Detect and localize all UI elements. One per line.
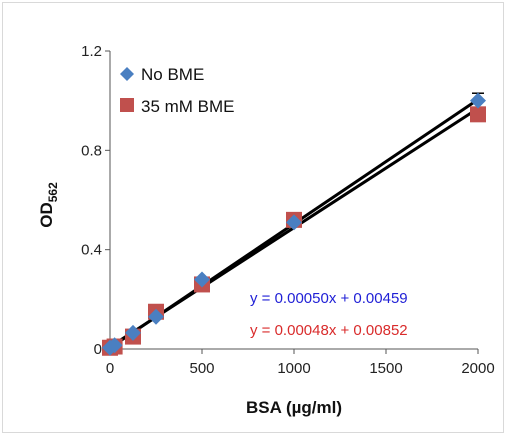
data-point-diamond xyxy=(148,308,164,325)
legend-label-no-bme: No BME xyxy=(141,65,204,84)
data-point-diamond xyxy=(470,92,486,109)
svg-text:OD562: OD562 xyxy=(37,182,60,228)
data-point-diamond xyxy=(125,324,141,341)
data-point-square xyxy=(470,106,486,123)
y-tick-label: 0 xyxy=(94,341,102,358)
x-tick-label: 1500 xyxy=(369,360,402,377)
y-tick-label: 0.8 xyxy=(81,142,102,159)
fit-equation-35mm-bme: y = 0.00048x + 0.00852 xyxy=(250,322,408,339)
x-tick-label: 1000 xyxy=(277,360,310,377)
y-tick-label: 1.2 xyxy=(81,43,102,60)
fit-equation-no-bme: y = 0.00050x + 0.00459 xyxy=(250,290,408,307)
data-point-diamond xyxy=(194,271,210,288)
y-axis-title: OD562 xyxy=(37,182,60,228)
x-axis-title: BSA (µg/ml) xyxy=(246,398,342,417)
y-axis-title-main: OD xyxy=(37,202,56,228)
data-point-diamond xyxy=(286,214,302,231)
x-tick-label: 0 xyxy=(106,360,114,377)
legend-label-35mm-bme: 35 mM BME xyxy=(141,97,235,116)
y-tick-label: 0.4 xyxy=(81,242,102,259)
x-tick-label: 2000 xyxy=(461,360,494,377)
legend-marker-no-bme xyxy=(120,67,134,81)
data-points xyxy=(102,92,486,356)
legend-marker-35mm-bme xyxy=(120,98,134,112)
y-axis-title-sub: 562 xyxy=(46,182,60,202)
x-tick-label: 500 xyxy=(189,360,214,377)
chart-frame xyxy=(2,2,504,433)
legend: No BME 35 mM BME xyxy=(120,65,235,116)
axes: 0 0.4 0.8 1.2 0 500 1000 1500 2000 xyxy=(81,43,495,377)
data-point-diamond xyxy=(106,337,123,354)
